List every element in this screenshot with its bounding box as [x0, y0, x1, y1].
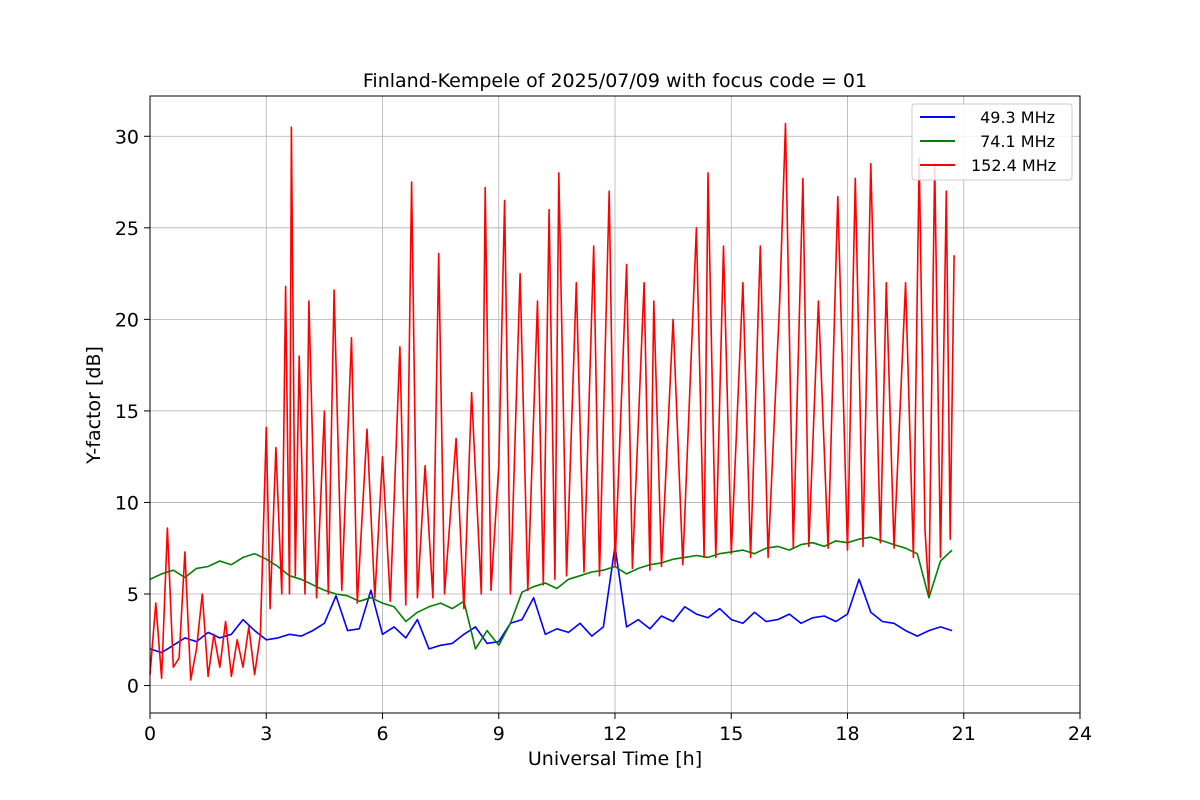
x-tick-label: 9 [493, 723, 505, 745]
series-74mhz-line [149, 536, 953, 650]
x-tick-label: 6 [376, 723, 388, 745]
x-tick-label: 0 [144, 723, 156, 745]
y-tick-label: 15 [115, 401, 139, 423]
y-tick-label: 25 [115, 218, 139, 240]
y-tick-label: 10 [115, 492, 139, 514]
y-tick-label: 0 [127, 676, 139, 698]
x-tick-label: 15 [719, 723, 743, 745]
x-tick-label: 24 [1068, 723, 1092, 745]
y-tick-label: 30 [115, 126, 139, 148]
legend-label-152mhz: 152.4 MHz [971, 156, 1056, 175]
legend-label-49mhz: 49.3 MHz [975, 108, 1055, 127]
series-152mhz-line [149, 122, 955, 681]
legend-label-74mhz: 74.1 MHz [975, 132, 1055, 151]
chart-title: Finland-Kempele of 2025/07/09 with focus… [363, 70, 867, 92]
y-axis-label: Y-factor [dB] [83, 346, 105, 465]
y-tick-label: 5 [127, 584, 139, 606]
x-tick-label: 21 [952, 723, 976, 745]
ticks: 0 3 6 9 12 15 18 21 24 0 5 10 15 20 25 30 [115, 126, 1092, 745]
x-tick-label: 3 [260, 723, 272, 745]
x-axis-label: Universal Time [h] [528, 748, 702, 770]
series-layer [149, 122, 955, 681]
x-tick-label: 12 [603, 723, 627, 745]
legend-box [911, 103, 1073, 181]
series-49mhz-line [149, 545, 953, 654]
legend: 49.3 MHz 74.1 MHz 152.4 MHz [911, 103, 1073, 181]
y-tick-label: 20 [115, 309, 139, 331]
x-tick-label: 18 [835, 723, 859, 745]
